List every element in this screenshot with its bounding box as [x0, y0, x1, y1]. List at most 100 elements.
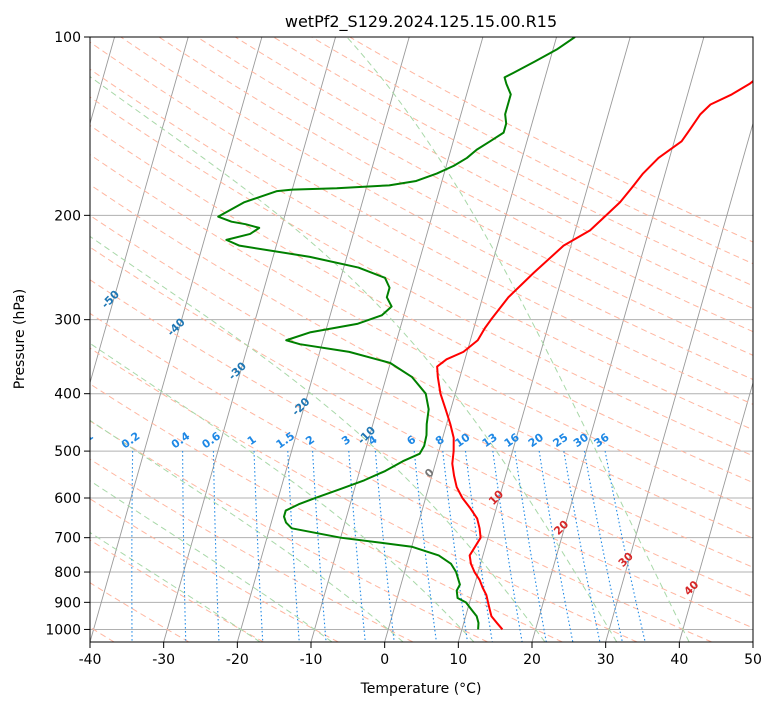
- y-tick-label: 500: [54, 444, 81, 460]
- dry-adiabat-line: [90, 68, 753, 431]
- dry-adiabat-line: [273, 37, 753, 287]
- mixing-ratio-label: 0.1: [72, 429, 95, 451]
- mixing-ratio-line: [563, 451, 601, 642]
- isotherm-line: [531, 37, 705, 642]
- x-axis-label: Temperature (°C): [360, 681, 482, 697]
- x-tick-label: -20: [226, 652, 249, 668]
- x-tick-label: -30: [152, 652, 175, 668]
- dry-adiabat-line: [90, 246, 753, 598]
- x-axis: -40 -30 -20 -10 0 10 20 30 40 50: [79, 642, 762, 668]
- isotherm-label: -20: [289, 395, 312, 418]
- mixing-ratio-label: 0.2: [119, 429, 142, 451]
- moist-adiabat-line: [346, 37, 690, 642]
- mixing-ratio-line: [82, 451, 86, 642]
- dewpoint-line: [217, 37, 576, 630]
- moist-adiabat-line: [90, 419, 404, 642]
- moist-adiabat-line: [90, 76, 618, 642]
- mixing-ratio-label: 1: [245, 433, 259, 448]
- isotherm-line: [752, 640, 753, 642]
- dry-adiabat-line: [90, 124, 753, 484]
- y-tick-label: 200: [54, 208, 81, 224]
- x-tick-label: 40: [670, 652, 688, 668]
- mixing-ratio-label: 6: [405, 433, 419, 448]
- mixing-ratio-label: 2: [303, 433, 317, 448]
- isotherm-line: [384, 37, 557, 642]
- mixing-ratio-line: [442, 451, 469, 642]
- dry-adiabat-line: [90, 41, 753, 405]
- isotherm-label: -50: [99, 288, 122, 311]
- mixing-ratio-label: 25: [551, 431, 571, 450]
- y-tick-label: 100: [54, 30, 81, 46]
- mixing-ratio-line: [253, 451, 264, 642]
- y-axis: 100 200 300 400 500 600 700 800 900 1000: [45, 30, 90, 638]
- isotherm-line: [605, 121, 753, 642]
- warm-isotherm-label: 30: [616, 549, 636, 569]
- isotherm-line: [457, 37, 631, 642]
- mixing-ratio-label: 0.4: [169, 429, 193, 451]
- y-tick-label: 1000: [45, 622, 81, 638]
- x-tick-label: 10: [449, 652, 467, 668]
- isotherm-line: [163, 37, 336, 642]
- mixing-ratio-line: [514, 451, 547, 642]
- mixing-ratio-line: [538, 451, 574, 642]
- y-tick-label: 700: [54, 531, 81, 547]
- x-tick-label: 50: [744, 652, 762, 668]
- dry-adiabat-line: [90, 458, 414, 642]
- dry-adiabat-line: [90, 154, 753, 511]
- dry-adiabat-line: [90, 96, 753, 457]
- isotherm-label: -60: [39, 240, 62, 263]
- mixing-ratio-label: 10: [453, 430, 473, 450]
- mixing-ratio-label: 30: [571, 430, 591, 450]
- y-tick-label: 800: [54, 565, 81, 581]
- warm-isotherm-label: 0: [422, 466, 437, 481]
- mixing-ratio-label: 3: [339, 433, 353, 448]
- warm-isotherm-label: 10: [486, 487, 506, 507]
- pressure-grid: [90, 37, 753, 630]
- warm-isotherm-label: 20: [551, 517, 571, 537]
- y-axis-label: Pressure (hPa): [12, 289, 28, 389]
- mixing-ratio-line: [212, 451, 220, 642]
- dry-adiabat-line: [196, 37, 753, 333]
- mixing-ratio-line: [464, 451, 493, 642]
- moist-adiabat-line: [90, 531, 261, 642]
- dry-adiabat-line: [158, 37, 753, 356]
- mixing-ratio-label: 1.5: [274, 429, 297, 451]
- y-tick-label: 400: [54, 387, 81, 403]
- mixing-ratio-line: [348, 451, 366, 642]
- moist-adiabat-line: [90, 235, 546, 642]
- thermo-background: [82, 37, 753, 642]
- mixing-ratio-line: [131, 451, 134, 642]
- dry-adiabat-line: [90, 312, 712, 642]
- y-tick-label: 300: [54, 313, 81, 329]
- mixing-ratio-line: [583, 451, 623, 642]
- isotherm-line: [678, 381, 753, 642]
- chart-title: wetPf2_S129.2024.125.15.00.R15: [285, 12, 557, 32]
- isotherm-label: -30: [226, 359, 249, 382]
- mixing-ratio-label: 13: [480, 431, 500, 450]
- isotherm-line: [90, 37, 189, 385]
- isotherm-label: -70: [0, 181, 5, 204]
- plot-frame: [89, 36, 754, 643]
- y-tick-label: 900: [54, 595, 81, 611]
- mixing-ratio-label: 0.6: [200, 429, 224, 451]
- mixing-ratio-line: [287, 451, 300, 642]
- dry-adiabat-line: [311, 37, 753, 265]
- dry-adiabat-line: [235, 37, 753, 310]
- x-tick-label: 0: [380, 652, 389, 668]
- dry-adiabat-line: [90, 347, 638, 642]
- dry-adiabat-line: [90, 184, 753, 539]
- mixing-ratio-line: [492, 451, 523, 642]
- mixing-ratio-label: 36: [592, 430, 612, 450]
- dry-adiabat-line: [349, 37, 753, 243]
- warm-isotherm-label: 40: [681, 578, 701, 598]
- mixing-ratio-label: 16: [502, 430, 522, 450]
- isotherm-line: [236, 37, 410, 642]
- y-tick-label: 600: [54, 491, 81, 507]
- x-tick-label: -40: [79, 652, 102, 668]
- mixing-ratio-line: [374, 451, 395, 642]
- mixing-ratio-line: [182, 451, 187, 642]
- dry-adiabat-line: [90, 498, 339, 642]
- series-layer: [217, 37, 753, 631]
- x-tick-label: -10: [300, 652, 323, 668]
